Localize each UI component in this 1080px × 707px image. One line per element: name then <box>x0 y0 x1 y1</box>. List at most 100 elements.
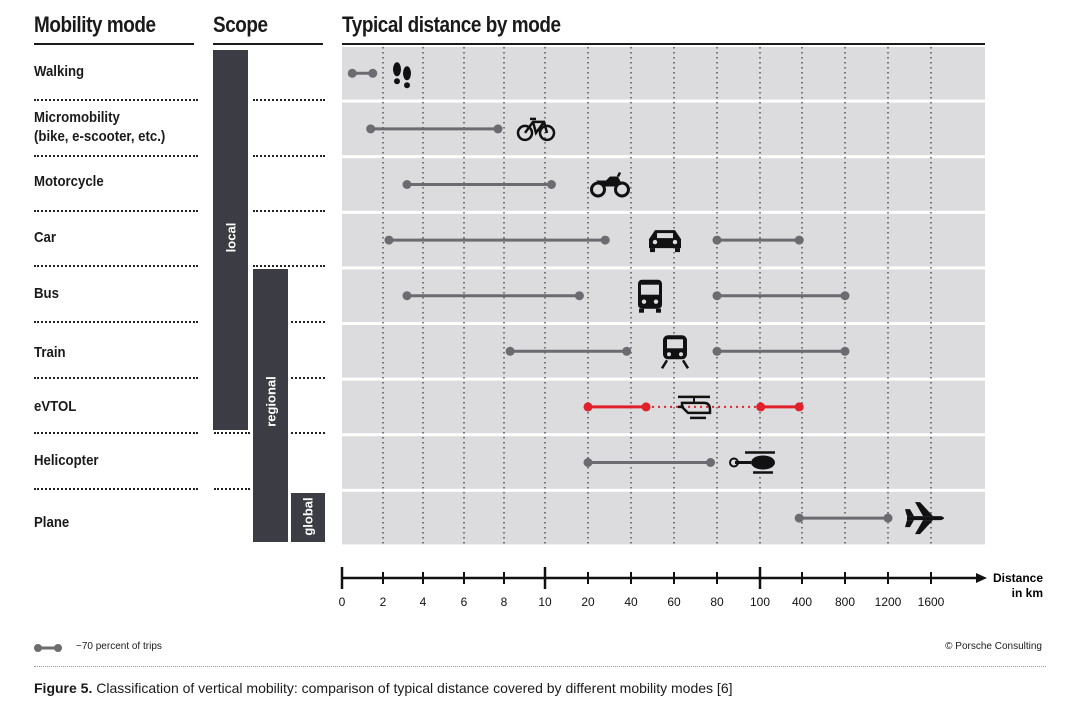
range-start-dot <box>505 346 515 356</box>
x-tick-label: 1600 <box>918 595 945 609</box>
x-tick-label: 100 <box>750 595 770 609</box>
x-tick-label: 1200 <box>875 595 902 609</box>
x-tick-label: 800 <box>835 595 855 609</box>
series-plane <box>794 502 944 535</box>
scope-separator <box>291 432 325 434</box>
row-label-evtol: eVTOL <box>34 398 77 415</box>
x-axis-arrow <box>976 573 987 583</box>
range-start-dot <box>347 68 357 78</box>
range-start-dot <box>794 513 804 523</box>
series-car <box>384 230 804 253</box>
range-start-dot <box>756 402 766 412</box>
range-end-dot <box>622 346 632 356</box>
car-icon <box>649 230 681 253</box>
row-label-car: Car <box>34 229 57 246</box>
range-start-dot <box>712 291 722 301</box>
plane-icon <box>905 502 944 535</box>
x-tick-label: 0 <box>339 595 346 609</box>
mode-column-header: Mobility mode <box>34 12 156 37</box>
x-tick-label: 60 <box>667 595 681 609</box>
range-end-dot <box>493 124 503 134</box>
range-end-dot <box>794 402 804 412</box>
range-start-dot <box>402 291 412 301</box>
range-start-dot <box>712 235 722 245</box>
chart-header-rule <box>342 43 985 45</box>
x-tick-label: 8 <box>501 595 508 609</box>
range-start-dot <box>402 180 412 189</box>
scope-separator <box>253 155 325 157</box>
row-label-bus: Bus <box>34 285 59 302</box>
scope-separator <box>253 99 325 101</box>
chart-row-bg <box>342 380 985 434</box>
row-label-train: Train <box>34 344 66 361</box>
x-tick-label: 40 <box>624 595 638 609</box>
scope-header-rule <box>213 43 323 45</box>
x-tick-label: 2 <box>380 595 387 609</box>
row-separator <box>34 488 198 490</box>
series-evtol <box>583 395 804 420</box>
series-helicopter <box>583 451 775 474</box>
scope-separator <box>291 377 325 379</box>
mode-header-rule <box>34 43 194 45</box>
caption-text: Classification of vertical mobility: com… <box>92 680 733 696</box>
x-tick-label: 20 <box>581 595 595 609</box>
range-end-dot <box>641 402 651 412</box>
scope-bar-global: global <box>291 493 325 542</box>
scope-column-header: Scope <box>213 12 268 37</box>
scope-bar-regional: regional <box>253 269 288 542</box>
row-separator <box>34 210 198 212</box>
chart-title: Typical distance by mode <box>342 12 561 37</box>
scope-separator <box>253 265 325 267</box>
x-tick-label: 6 <box>461 595 468 609</box>
range-start-dot <box>583 402 593 412</box>
range-end-dot <box>794 235 804 245</box>
train-icon <box>660 335 690 369</box>
bus-icon <box>638 279 662 313</box>
x-axis: Distance in km <box>342 571 1043 600</box>
chart-row-bg <box>342 47 985 100</box>
series-walking <box>347 62 411 89</box>
range-start-dot <box>712 346 722 356</box>
row-separator <box>34 265 198 267</box>
range-start-dot <box>384 235 394 245</box>
scope-separator <box>214 488 250 490</box>
row-label-micromobility: Micromobility <box>34 109 120 126</box>
x-axis-label-line2: in km <box>1012 586 1043 600</box>
range-end-dot <box>883 513 893 523</box>
range-end-dot <box>368 68 378 78</box>
evtol-icon <box>678 395 712 420</box>
row-separator <box>34 99 198 101</box>
row-label-motorcycle: Motorcycle <box>34 173 104 190</box>
range-start-dot <box>366 124 376 134</box>
row-label-plane: Plane <box>34 514 70 531</box>
chart-series <box>347 62 944 535</box>
distance-chart: Distance in km 0 2 4 6 8 10 20 40 60 80 100 400 800 1… <box>339 47 1043 609</box>
series-train <box>505 335 850 369</box>
copyright-notice: © Porsche Consulting <box>945 641 1042 652</box>
range-end-dot <box>546 180 556 189</box>
caption-label: Figure 5. <box>34 680 93 696</box>
series-bus <box>402 279 850 313</box>
row-separator <box>34 432 198 434</box>
range-start-dot <box>583 458 593 467</box>
scope-separator <box>214 432 250 434</box>
figure-caption: Figure 5. Classification of vertical mob… <box>34 680 733 696</box>
bicycle-icon <box>516 117 556 142</box>
footprints-icon <box>393 62 411 89</box>
legend-label: ~70 percent of trips <box>76 641 162 652</box>
footer-separator <box>34 666 1046 667</box>
scope-separator <box>253 210 325 212</box>
row-separator <box>34 377 198 379</box>
row-separator <box>34 155 198 157</box>
x-tick-label: 400 <box>792 595 812 609</box>
x-axis-label-line1: Distance <box>993 571 1043 585</box>
row-label-micromobility-sub: (bike, e-scooter, etc.) <box>34 128 166 145</box>
x-tick-label: 4 <box>420 595 427 609</box>
helicopter-icon <box>729 451 775 474</box>
motorcycle-icon <box>590 171 630 198</box>
row-label-walking: Walking <box>34 63 85 80</box>
row-separator <box>34 321 198 323</box>
x-tick-label: 80 <box>710 595 724 609</box>
x-axis-ticks: 0 2 4 6 8 10 20 40 60 80 100 400 800 1200 1600 <box>339 567 945 609</box>
legend-marker <box>34 644 62 652</box>
